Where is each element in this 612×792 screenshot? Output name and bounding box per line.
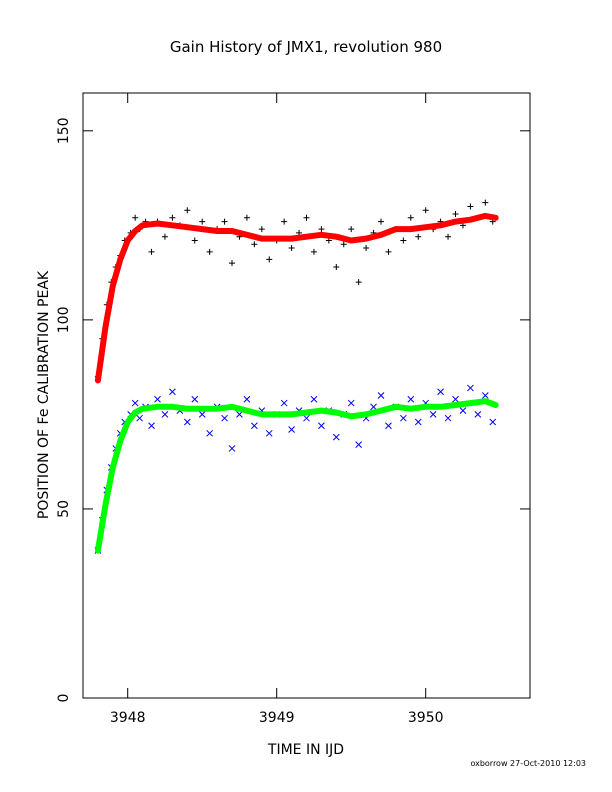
series-2 <box>94 212 499 384</box>
chart-axes: 3948 3949 3950 0 50 100 150 <box>56 93 530 726</box>
data-point <box>400 237 407 244</box>
data-point <box>377 392 385 399</box>
data-point <box>199 218 206 225</box>
data-point <box>228 445 236 452</box>
data-point <box>332 433 340 441</box>
data-point <box>148 422 155 430</box>
data-point <box>243 214 250 221</box>
data-point <box>191 237 198 244</box>
y-axis-label: POSITION OF Fe CALIBRATION PEAK <box>36 270 52 519</box>
y-tick-label: 50 <box>56 500 72 518</box>
data-point <box>288 245 295 252</box>
series-3 <box>94 398 499 554</box>
data-point <box>236 411 243 418</box>
data-point <box>445 233 452 240</box>
chart-marks <box>94 199 499 554</box>
data-point <box>467 384 474 392</box>
data-point <box>310 248 317 255</box>
data-point <box>288 426 295 433</box>
data-point <box>154 395 161 403</box>
data-point <box>184 207 191 214</box>
plot-frame <box>82 92 531 699</box>
data-point <box>452 395 459 403</box>
data-point <box>148 248 155 255</box>
data-point <box>265 429 273 437</box>
data-point <box>355 441 363 449</box>
y-tick-label: 150 <box>56 117 72 144</box>
y-tick-label: 100 <box>56 307 72 334</box>
data-point <box>407 214 414 221</box>
data-point <box>333 263 340 270</box>
data-point <box>415 233 422 240</box>
data-point <box>251 241 258 248</box>
x-tick-label: 3949 <box>259 710 295 726</box>
data-point <box>221 218 228 225</box>
data-point <box>221 414 228 422</box>
data-point <box>370 403 377 411</box>
data-point <box>355 279 362 286</box>
data-point <box>258 226 265 233</box>
data-point <box>169 214 176 221</box>
data-point <box>378 218 384 225</box>
data-point <box>347 399 355 407</box>
data-point <box>280 399 288 407</box>
data-point <box>250 422 258 430</box>
data-point <box>303 414 310 422</box>
data-point <box>318 422 325 430</box>
data-point <box>318 226 325 233</box>
data-point <box>407 395 415 403</box>
data-point <box>206 248 213 255</box>
data-point <box>422 207 429 214</box>
data-point <box>169 388 176 396</box>
data-point <box>385 248 392 255</box>
data-point <box>191 395 199 403</box>
series-line <box>94 398 499 554</box>
data-point <box>481 392 489 399</box>
data-point <box>385 422 392 430</box>
data-point <box>136 414 143 422</box>
data-point <box>363 245 370 252</box>
data-point <box>198 411 206 418</box>
data-point <box>266 256 273 263</box>
data-point <box>340 241 347 248</box>
data-point <box>161 233 168 240</box>
data-point <box>437 388 444 396</box>
x-axis-label: TIME IN IJD <box>267 742 344 758</box>
data-point <box>399 414 407 422</box>
y-tick-label: 0 <box>56 694 72 703</box>
data-point <box>348 226 355 233</box>
data-point <box>414 418 422 426</box>
x-tick-label: 3948 <box>110 710 146 726</box>
data-point <box>444 414 452 422</box>
data-point <box>489 418 497 426</box>
data-point <box>429 411 437 418</box>
data-point <box>459 407 467 414</box>
data-point <box>482 199 489 206</box>
data-point <box>131 399 139 407</box>
data-point <box>183 418 191 426</box>
data-point <box>452 211 459 217</box>
footer-note: oxborrow 27-Oct-2010 12:03 <box>470 759 586 768</box>
data-point <box>243 395 251 403</box>
series-line <box>94 212 499 384</box>
x-tick-label: 3950 <box>408 710 444 726</box>
data-point <box>310 395 318 403</box>
data-point <box>303 214 310 221</box>
data-point <box>206 429 214 437</box>
data-point <box>474 411 482 418</box>
data-point <box>281 218 288 225</box>
chart-title: Gain History of JMX1, revolution 980 <box>170 38 442 56</box>
data-point <box>161 411 169 418</box>
data-point <box>229 260 235 267</box>
data-point <box>467 203 474 210</box>
data-point <box>132 214 139 221</box>
